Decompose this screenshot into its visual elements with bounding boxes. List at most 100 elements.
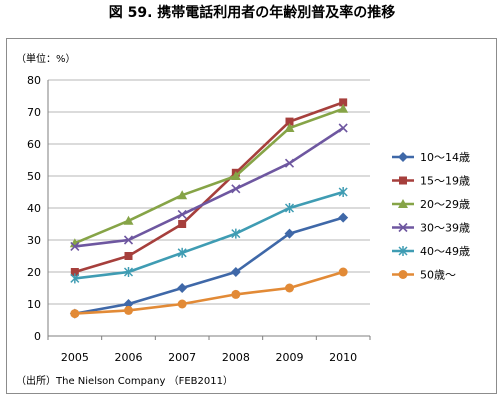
data-point-6-2007 — [177, 299, 187, 309]
marker-shape — [338, 123, 348, 133]
data-point-2-2007 — [178, 220, 187, 228]
data-point-2-2009 — [285, 117, 294, 126]
marker-shape — [230, 171, 241, 180]
marker-shape — [70, 309, 80, 319]
data-point-5-2010 — [338, 187, 348, 197]
x-tick-label: 2010 — [329, 351, 357, 364]
y-tick-label: 50 — [27, 170, 41, 183]
y-tick-label: 30 — [27, 234, 41, 247]
data-point-6-2008 — [231, 289, 241, 299]
legend-marker-6 — [398, 270, 408, 279]
data-point-5-2005 — [70, 273, 80, 284]
marker-shape — [398, 152, 408, 162]
marker-shape — [399, 176, 407, 185]
legend-label-2: 15〜19歳 — [420, 175, 470, 188]
data-point-4-2008 — [231, 184, 241, 194]
marker-shape — [230, 267, 241, 277]
data-point-3-2010 — [338, 103, 349, 113]
chart-frame — [6, 38, 497, 394]
series-line-3 — [74, 107, 344, 245]
series-line-1 — [74, 216, 344, 315]
marker-shape — [284, 228, 295, 239]
data-point-3-2006 — [123, 215, 134, 225]
x-tick-label: 2006 — [115, 351, 143, 364]
marker-shape — [398, 222, 408, 233]
data-point-1-2007 — [177, 283, 188, 293]
y-tick-label: 10 — [27, 298, 41, 311]
y-tick-label: 60 — [27, 138, 41, 151]
marker-shape — [124, 305, 133, 315]
series-line-5 — [74, 190, 344, 280]
data-point-4-2005 — [70, 241, 80, 251]
x-tick-label: 2009 — [276, 351, 304, 364]
marker-shape — [123, 215, 134, 225]
legend-marker-2 — [399, 176, 407, 185]
data-point-5-2006 — [123, 267, 134, 277]
marker-shape — [285, 117, 294, 126]
marker-shape — [70, 268, 79, 276]
data-point-6-2005 — [70, 309, 80, 319]
series-line-2 — [74, 101, 344, 274]
y-tick-label: 40 — [27, 202, 41, 215]
data-point-5-2009 — [284, 203, 295, 213]
marker-shape — [338, 103, 349, 113]
marker-shape — [285, 283, 294, 293]
marker-shape — [177, 283, 188, 293]
data-point-1-2009 — [284, 228, 295, 239]
data-point-3-2007 — [177, 190, 188, 200]
data-point-5-2007 — [177, 247, 187, 258]
x-tick-label: 2007 — [168, 351, 196, 364]
marker-shape — [124, 252, 133, 260]
x-tick-label: 2008 — [222, 351, 250, 364]
marker-shape — [398, 199, 408, 208]
marker-shape — [70, 241, 80, 251]
marker-shape — [398, 270, 408, 279]
legend-marker-1 — [398, 152, 408, 162]
x-tick-label: 2005 — [61, 351, 89, 364]
data-point-4-2009 — [284, 158, 295, 168]
marker-shape — [177, 190, 188, 200]
data-point-1-2008 — [230, 267, 241, 277]
marker-shape — [123, 299, 134, 309]
data-point-2-2005 — [70, 268, 79, 276]
marker-shape — [231, 289, 241, 299]
marker-shape — [284, 158, 295, 168]
data-point-3-2009 — [284, 123, 295, 132]
marker-shape — [231, 184, 241, 194]
y-tick-label: 0 — [34, 330, 41, 343]
legend-marker-3 — [398, 199, 408, 208]
data-point-6-2006 — [124, 305, 133, 315]
marker-shape — [284, 123, 295, 132]
marker-shape — [177, 299, 187, 309]
legend-label-3: 20〜29歳 — [420, 198, 470, 211]
series-line-6 — [74, 270, 344, 315]
source-note: （出所）The Nielson Company （FEB2011） — [16, 374, 233, 387]
y-axis-unit-label: （単位：%） — [16, 52, 76, 65]
legend-label-4: 30〜39歳 — [420, 222, 470, 235]
y-tick-label: 80 — [27, 74, 41, 87]
legend-label-1: 10〜14歳 — [420, 151, 470, 164]
chart-title: 図 59. 携帯電話利用者の年齢別普及率の推移 — [108, 5, 396, 21]
marker-shape — [338, 267, 348, 277]
data-point-4-2010 — [338, 123, 348, 133]
data-point-1-2010 — [338, 212, 349, 223]
data-point-6-2009 — [285, 283, 294, 293]
legend-label-5: 40〜49歳 — [420, 245, 470, 258]
marker-shape — [177, 209, 187, 219]
data-point-6-2010 — [338, 267, 348, 277]
y-tick-label: 20 — [27, 266, 41, 279]
data-point-5-2008 — [231, 228, 241, 239]
marker-shape — [123, 235, 134, 245]
data-point-3-2008 — [230, 171, 241, 180]
data-point-2-2010 — [339, 98, 348, 107]
marker-shape — [178, 220, 187, 228]
series-line-4 — [74, 126, 344, 248]
legend-marker-4 — [398, 222, 408, 233]
legend-label-6: 50歳〜 — [420, 269, 456, 282]
data-point-4-2007 — [177, 209, 187, 219]
legend-marker-5 — [398, 246, 408, 256]
data-point-4-2006 — [123, 235, 134, 245]
marker-shape — [339, 98, 348, 107]
data-point-2-2006 — [124, 252, 133, 260]
